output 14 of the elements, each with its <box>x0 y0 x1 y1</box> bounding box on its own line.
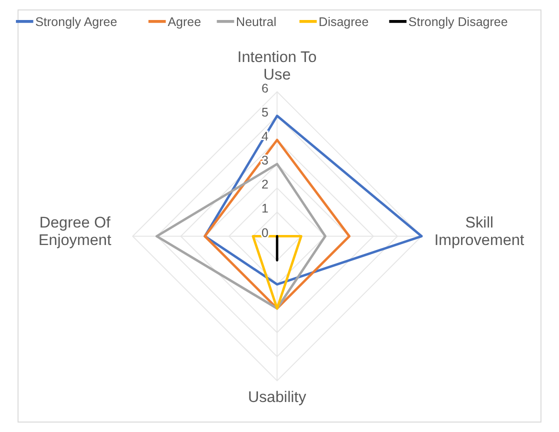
y-tick-label: 2 <box>261 178 268 192</box>
spoke-label: Skill Improvement <box>434 214 525 249</box>
spoke-label: Intention To Use <box>237 48 317 84</box>
y-tick-label: 5 <box>261 105 268 120</box>
y-tick-label: 1 <box>261 202 268 216</box>
legend-label: Neutral <box>236 14 276 29</box>
y-tick-label: 6 <box>261 81 268 96</box>
legend-label: Disagree <box>318 14 369 29</box>
legend-label: Strongly Disagree <box>408 14 508 29</box>
y-tick-label: 3 <box>261 154 268 168</box>
spoke-label: Usability <box>248 388 306 406</box>
legend-label: Strongly Agree <box>35 14 118 29</box>
spoke-label: Degree Of Enjoyment <box>38 214 112 249</box>
legend-label: Agree <box>168 14 202 29</box>
